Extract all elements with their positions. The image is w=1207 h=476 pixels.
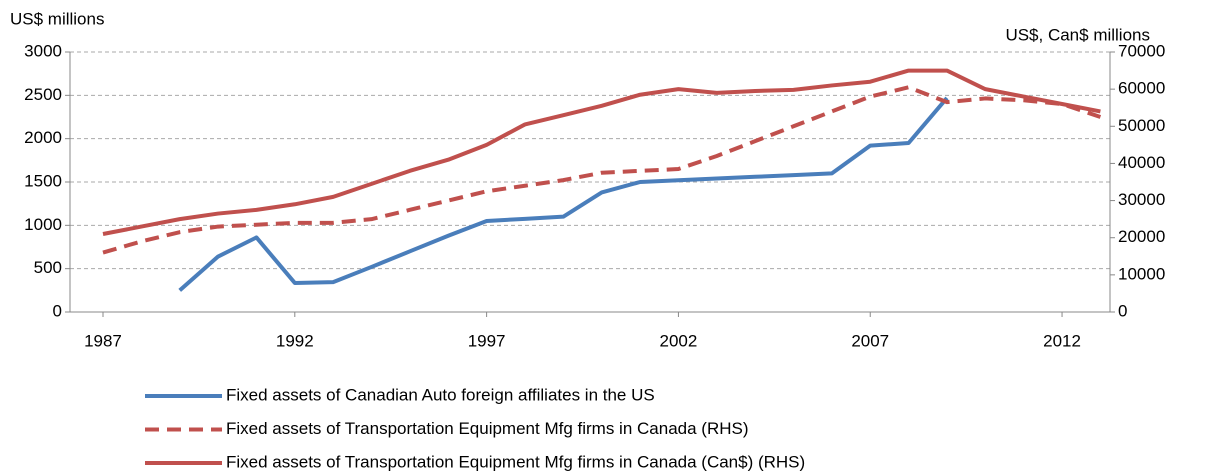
legend-label: Fixed assets of Transportation Equipment…: [226, 452, 805, 471]
y2-tick-label: 0: [1118, 301, 1127, 320]
series-line: [102, 85, 1102, 255]
y-tick-label: 2000: [24, 128, 62, 147]
y2-tick-label: 60000: [1118, 79, 1165, 98]
legend-label: Fixed assets of Transportation Equipment…: [226, 419, 749, 438]
y2-tick-label: 30000: [1118, 190, 1165, 209]
x-tick-label: 1987: [84, 331, 122, 350]
y2-tick-label: 70000: [1118, 41, 1165, 60]
y-tick-label: 2500: [24, 85, 62, 104]
y2-tick-label: 50000: [1118, 116, 1165, 135]
x-tick-label: 2007: [851, 331, 889, 350]
y2-axis-label: US$, Can$ millions: [1005, 25, 1150, 44]
series-line: [102, 68, 1101, 236]
y2-tick-label: 20000: [1118, 227, 1165, 246]
x-tick-label: 2012: [1043, 331, 1081, 350]
x-tick-label: 1997: [468, 331, 506, 350]
x-tick-label: 1992: [276, 331, 314, 350]
y-axis-label: US$ millions: [10, 9, 104, 28]
y-tick-label: 1000: [24, 215, 62, 234]
y-tick-label: 1500: [24, 171, 62, 190]
y2-tick-label: 40000: [1118, 153, 1165, 172]
y-tick-label: 0: [53, 301, 62, 320]
x-tick-label: 2002: [660, 331, 698, 350]
y-tick-label: 500: [34, 258, 62, 277]
legend-label: Fixed assets of Canadian Auto foreign af…: [226, 385, 655, 404]
y-tick-label: 3000: [24, 41, 62, 60]
series-line: [178, 96, 949, 292]
y2-tick-label: 10000: [1118, 264, 1165, 283]
